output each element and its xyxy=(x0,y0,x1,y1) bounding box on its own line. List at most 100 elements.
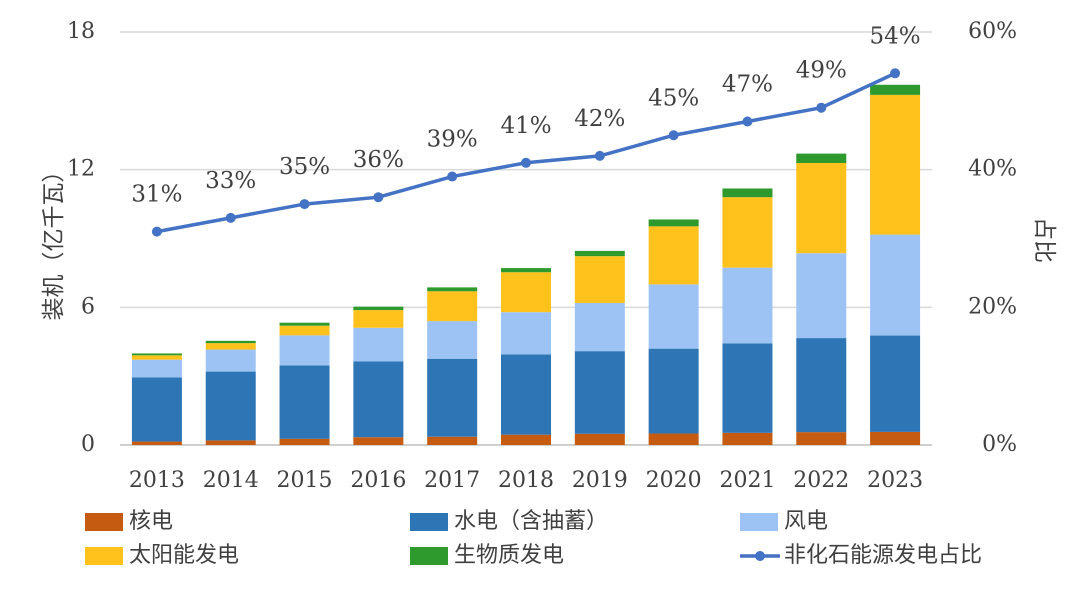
x-tick-label: 2022 xyxy=(793,468,849,493)
bar-segment xyxy=(279,322,330,326)
bar-segment xyxy=(427,358,478,437)
axis-ticks: 0 6 12 18 0% 20% 40% 60% 2013 2014 2015 2016 2017 201… xyxy=(67,19,1017,493)
y2-tick-label: 60% xyxy=(968,19,1017,44)
share-line: 31% 33% 35% 36% 39% 41% 42% 45% 47% 49% 54% xyxy=(131,23,921,237)
bar-segment xyxy=(131,441,182,445)
bar-segment xyxy=(353,327,404,362)
bar-segment xyxy=(131,355,182,360)
legend-swatch xyxy=(85,547,123,565)
legend-label: 太阳能发电 xyxy=(129,543,239,568)
bar-segment xyxy=(501,312,551,355)
bar-segment xyxy=(501,268,551,273)
bar-segment xyxy=(796,153,847,164)
bar-segment xyxy=(279,438,330,445)
share-data-label: 49% xyxy=(796,58,847,84)
share-data-label: 45% xyxy=(648,85,699,111)
legend-label: 非化石能源发电占比 xyxy=(784,543,982,568)
x-tick-label: 2014 xyxy=(203,468,259,493)
bar-segment xyxy=(574,433,625,445)
bar-segment xyxy=(648,226,699,285)
bar-segment xyxy=(205,349,256,372)
bar-segment xyxy=(353,306,404,311)
x-tick-label: 2023 xyxy=(867,468,923,493)
bar-segment xyxy=(722,432,773,445)
bar-segment xyxy=(427,291,478,322)
bar-segment xyxy=(501,354,551,435)
y-tick-label: 12 xyxy=(67,157,95,182)
bar-segment xyxy=(574,302,625,352)
bars xyxy=(131,84,921,445)
legend-marker xyxy=(755,551,765,561)
share-data-label: 42% xyxy=(574,106,625,132)
bar-segment xyxy=(648,348,699,434)
bar-segment xyxy=(427,436,478,445)
share-point xyxy=(373,192,384,203)
bar-segment xyxy=(205,371,256,441)
share-point xyxy=(521,157,531,168)
bar-segment xyxy=(353,361,404,438)
bar-segment xyxy=(796,338,847,433)
legend-label: 水电（含抽蓄） xyxy=(454,509,608,534)
x-tick-label: 2016 xyxy=(350,468,406,493)
bar-segment xyxy=(722,197,773,268)
share-point xyxy=(816,102,827,113)
bar-segment xyxy=(205,340,256,344)
share-data-label: 33% xyxy=(205,168,256,194)
x-tick-label: 2015 xyxy=(277,468,333,493)
bar-segment xyxy=(279,325,330,336)
legend-swatch xyxy=(740,513,778,531)
bar-segment xyxy=(722,343,773,433)
x-tick-label: 2018 xyxy=(498,468,554,493)
share-data-label: 54% xyxy=(870,23,921,49)
bar-segment xyxy=(131,377,182,442)
legend-label: 生物质发电 xyxy=(454,543,564,568)
bar-segment xyxy=(501,272,551,313)
bar-segment xyxy=(427,287,478,292)
x-tick-label: 2019 xyxy=(572,468,628,493)
legend-swatch xyxy=(410,547,448,565)
bar-segment xyxy=(501,434,551,445)
bar-segment xyxy=(870,335,921,432)
bar-segment xyxy=(574,351,625,434)
bar-segment xyxy=(205,343,256,350)
share-point xyxy=(225,212,236,223)
bar-segment xyxy=(722,267,773,344)
x-tick-label: 2017 xyxy=(424,468,480,493)
share-data-label: 41% xyxy=(500,113,551,139)
share-data-label: 47% xyxy=(722,71,773,97)
share-data-label: 35% xyxy=(279,154,330,180)
legend-swatch xyxy=(410,513,448,531)
share-point xyxy=(668,130,679,141)
share-point xyxy=(447,171,458,182)
bar-segment xyxy=(796,253,847,339)
bar-segment xyxy=(574,256,625,303)
bar-segment xyxy=(870,431,921,445)
y2-axis-label: 占比 xyxy=(1031,217,1057,263)
share-point xyxy=(299,199,310,210)
bar-segment xyxy=(870,234,921,336)
legend-label: 核电 xyxy=(129,509,173,534)
share-data-label: 39% xyxy=(427,127,478,153)
share-point xyxy=(742,116,753,127)
bar-segment xyxy=(870,94,921,235)
x-tick-label: 2020 xyxy=(646,468,702,493)
y-tick-label: 18 xyxy=(67,19,95,44)
bar-segment xyxy=(205,440,256,445)
y2-tick-label: 0% xyxy=(982,432,1017,457)
bar-segment xyxy=(796,432,847,445)
bar-segment xyxy=(574,250,625,257)
y-tick-label: 0 xyxy=(81,432,95,457)
bar-segment xyxy=(131,353,182,356)
y2-tick-label: 20% xyxy=(968,294,1017,319)
bar-segment xyxy=(353,310,404,328)
bar-segment xyxy=(648,433,699,445)
share-data-label: 31% xyxy=(131,182,182,208)
bar-segment xyxy=(427,321,478,359)
bar-segment xyxy=(648,219,699,227)
legend-swatch xyxy=(85,513,123,531)
legend-label: 风电 xyxy=(784,509,828,534)
share-point xyxy=(151,226,162,237)
share-data-label: 36% xyxy=(353,147,404,173)
bar-segment xyxy=(279,365,330,439)
